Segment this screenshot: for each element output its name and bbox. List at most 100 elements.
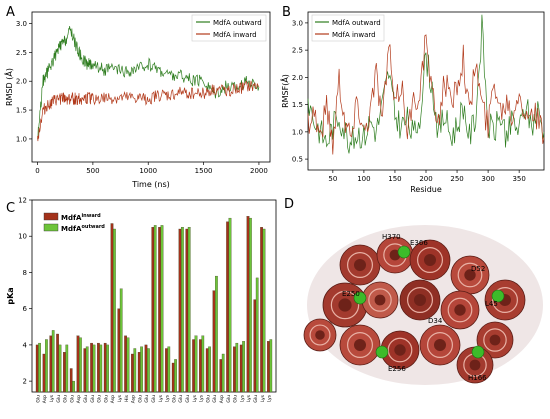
label-e366: E366 <box>410 239 428 247</box>
x-tick-label: 50 <box>328 175 337 183</box>
series-line-inward <box>37 80 260 142</box>
series-line-outward <box>37 25 260 140</box>
legend-a-inward: MdfA inward <box>213 31 257 39</box>
bar-outward <box>153 225 157 393</box>
category-label: Glu <box>63 395 69 403</box>
bar-inward <box>253 299 257 393</box>
category-label: Glu <box>56 395 62 403</box>
category-label: Lys <box>49 394 55 402</box>
x-tick-label: 100 <box>357 175 370 183</box>
bar-outward <box>242 341 245 393</box>
helix-ring <box>309 324 331 346</box>
helix-core <box>489 334 501 346</box>
helix-core <box>424 254 436 266</box>
helix-core <box>454 304 466 316</box>
legend-a-outward: MdfA outward <box>213 19 262 27</box>
bar-inward <box>69 368 73 393</box>
bar-inward <box>246 216 250 393</box>
bar-outward <box>147 348 150 393</box>
category-label: Lys <box>192 394 198 402</box>
legend-swatch-c-inward <box>43 212 59 221</box>
y-tick-label: 3.0 <box>292 19 303 27</box>
bar-inward <box>137 352 141 393</box>
helix-ring <box>330 290 360 320</box>
bar-inward <box>63 352 66 393</box>
bar-outward <box>92 344 96 393</box>
helix-ring <box>417 247 444 274</box>
y-tick-label: 10 <box>18 233 27 241</box>
category-label: Glu <box>90 395 96 403</box>
category-label: Lys <box>158 394 164 402</box>
category-label: Lys <box>199 394 205 402</box>
y-tick-label: 2 <box>23 378 27 386</box>
category-label: Lys <box>239 394 245 402</box>
panel-letter-c: C <box>6 201 15 216</box>
bar-inward <box>103 342 107 393</box>
legend-c-outward: MdfAoutward <box>61 224 105 233</box>
category-label: Glu <box>226 395 232 403</box>
bar-outward <box>249 217 252 393</box>
bar-inward <box>90 342 93 393</box>
bar-inward <box>219 359 223 393</box>
bar-inward <box>192 339 195 393</box>
category-label: Asp <box>219 395 225 403</box>
category-label: Asp <box>131 395 137 403</box>
bar-inward <box>42 353 46 393</box>
x-tick-label: 1000 <box>139 167 157 175</box>
helix-core <box>414 294 426 306</box>
helix-ring <box>483 328 507 352</box>
bar-inward <box>151 227 155 393</box>
helix-ring <box>368 288 392 312</box>
protein-structure-image: H370 E366 D52 E250 L45 D34 E256 H166 <box>303 225 543 385</box>
y-tick-label: 2.5 <box>292 47 303 55</box>
category-label: Glu <box>178 395 184 403</box>
bar-outward <box>58 344 62 393</box>
helix-core <box>315 330 325 340</box>
x-tick-label: 2000 <box>250 167 268 175</box>
y-tick-label: 3.0 <box>16 20 27 28</box>
panel-b-xlabel: Residue <box>410 185 442 194</box>
helix-core <box>354 259 366 271</box>
category-label: Asp <box>42 395 48 403</box>
category-label: His <box>124 394 130 402</box>
bar-inward <box>131 353 134 393</box>
x-tick-label: 1500 <box>195 167 213 175</box>
bar-outward <box>99 344 103 393</box>
bar-outward <box>51 330 55 393</box>
bar-outward <box>119 288 123 393</box>
x-tick-label: 0 <box>35 167 39 175</box>
bar-inward <box>49 335 53 393</box>
bar-inward <box>158 227 161 393</box>
series-line-outward <box>307 14 545 154</box>
helix-core <box>434 339 446 351</box>
legend-c-inward: MdfAinward <box>61 213 101 222</box>
bar-inward <box>35 344 39 393</box>
helix-core <box>389 249 401 261</box>
y-tick-label: 2.5 <box>16 49 27 57</box>
category-label: Asp <box>76 395 82 403</box>
y-tick-label: 1.0 <box>16 135 27 143</box>
bar-outward <box>140 346 143 393</box>
helix-core <box>354 339 366 351</box>
category-label: Glu <box>137 395 143 403</box>
helix-core <box>374 294 386 306</box>
category-label: Glu <box>97 395 103 403</box>
category-label: Lys <box>165 394 171 402</box>
bar-inward <box>56 333 59 393</box>
bar-outward <box>235 342 239 393</box>
bar-outward <box>72 380 75 393</box>
x-tick-label: 200 <box>419 175 432 183</box>
helix-ring <box>347 332 374 359</box>
x-tick-label: 150 <box>388 175 401 183</box>
category-label: Glu <box>171 395 177 403</box>
residue-highlight <box>471 345 485 359</box>
bar-inward <box>233 346 236 393</box>
bar-inward <box>97 342 100 393</box>
y-tick-label: 0.5 <box>292 156 303 164</box>
y-tick-label: 1.5 <box>292 101 303 109</box>
residue-highlight <box>491 289 505 303</box>
bar-outward <box>38 342 41 393</box>
helix-ring <box>347 252 374 279</box>
